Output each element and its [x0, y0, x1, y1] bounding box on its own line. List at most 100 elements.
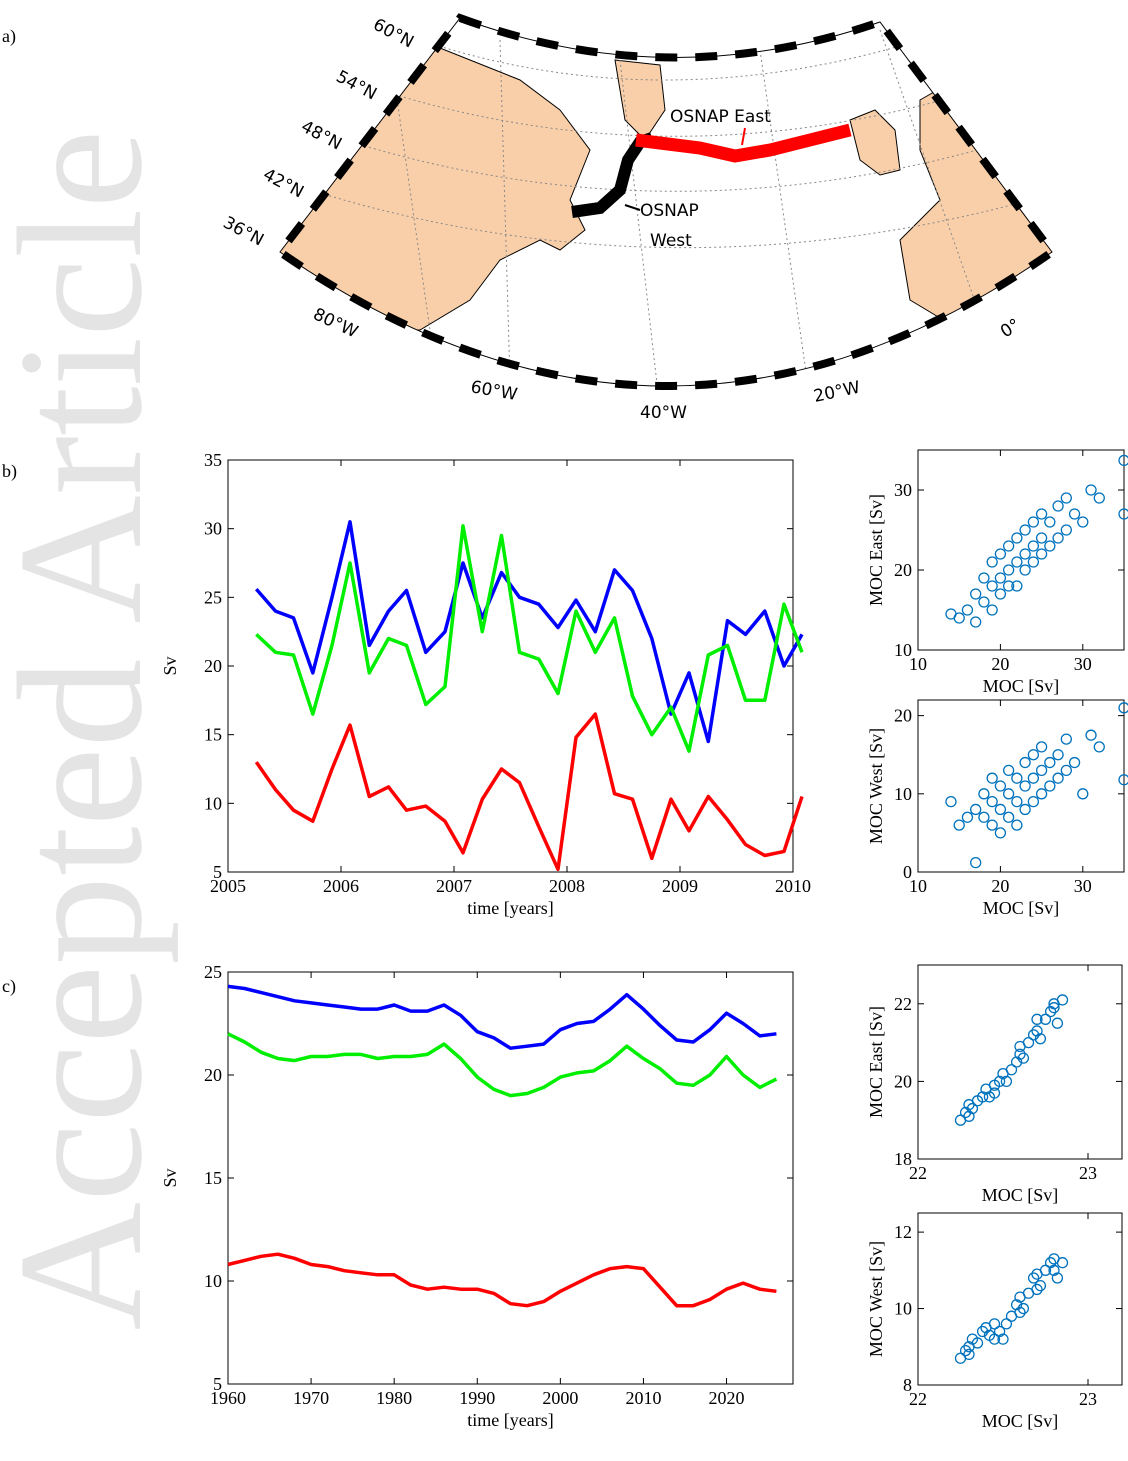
scatter-point	[986, 604, 998, 616]
scatter-point	[1039, 1013, 1052, 1025]
x-tick-label: 23	[1079, 1163, 1097, 1183]
scatter-point	[1035, 532, 1048, 544]
y-tick-label: 30	[894, 480, 912, 500]
scatter-point	[1077, 788, 1089, 800]
scatter-point	[978, 572, 990, 584]
scatter-point	[1011, 580, 1023, 592]
scatter-point	[1068, 508, 1081, 520]
y-axis-label: Sv	[160, 656, 180, 675]
scatter-point	[1031, 1283, 1043, 1296]
scatter-point	[1027, 556, 1040, 568]
y-tick-label: 35	[204, 450, 222, 470]
scatter-point	[1060, 764, 1072, 777]
scatter-point	[994, 827, 1007, 839]
y-tick-label: 10	[894, 1299, 912, 1319]
x-tick-label: 2008	[549, 876, 585, 896]
y-tick-label: 20	[894, 560, 912, 580]
plot-frame	[917, 699, 1125, 873]
x-tick-label: 2010	[625, 1388, 661, 1408]
x-tick-label: 2020	[709, 1388, 745, 1408]
x-axis-label: MOC [Sv]	[983, 898, 1060, 918]
y-axis-label: MOC East [Sv]	[866, 1006, 886, 1118]
scatter-point	[994, 548, 1007, 560]
scatter-point	[1005, 1064, 1018, 1076]
plot-frame	[227, 459, 794, 873]
x-tick-label: 2005	[210, 876, 246, 896]
x-tick-label: 2006	[323, 876, 359, 896]
y-tick-label: 10	[204, 793, 222, 813]
y-tick-label: 10	[894, 784, 912, 804]
x-tick-label: 30	[1074, 876, 1092, 896]
scatter-point	[1002, 580, 1015, 592]
scatter-point	[1027, 1272, 1040, 1284]
scatter-point	[1027, 749, 1040, 761]
y-tick-label: 25	[204, 962, 222, 982]
scatter-point	[1044, 1257, 1057, 1269]
y-tick-label: 20	[204, 1065, 222, 1085]
x-tick-label: 22	[909, 1163, 927, 1183]
line-series	[227, 1032, 778, 1098]
scatter-point	[1035, 741, 1048, 753]
scatter-point	[1035, 508, 1048, 520]
x-tick-label: 20	[991, 654, 1009, 674]
scatter-point	[1019, 564, 1031, 576]
scatter-point	[1060, 524, 1072, 536]
scatter-point	[963, 1348, 975, 1361]
panel-label: b)	[2, 461, 17, 482]
scatter-point	[945, 795, 957, 808]
lat-label: 54°N	[333, 67, 380, 105]
scatter-point	[1011, 795, 1023, 808]
scatter-point	[1044, 756, 1056, 769]
line-series	[255, 524, 804, 753]
scatter-point	[1027, 1029, 1040, 1041]
panel-label: c)	[2, 976, 16, 997]
scatter-point	[1031, 1013, 1043, 1025]
scatter-point	[1002, 540, 1015, 552]
map-label: OSNAP East	[670, 107, 771, 127]
y-axis-label: MOC East [Sv]	[866, 494, 886, 606]
scatter-point	[1000, 1075, 1013, 1088]
scatter-point	[1118, 454, 1128, 467]
osnap-east-track	[635, 123, 852, 163]
scatter-point	[1019, 803, 1031, 816]
y-axis-label: MOC West [Sv]	[866, 728, 886, 844]
scatter-point	[1093, 492, 1105, 504]
scatter-point	[1052, 500, 1064, 512]
scatter-point	[994, 588, 1007, 600]
scatter-point	[1027, 772, 1040, 784]
scatter-point	[1068, 756, 1081, 769]
lon-label: 60°W	[469, 377, 519, 405]
scatter-point	[994, 803, 1007, 816]
scatter-point	[1027, 516, 1040, 528]
line-series	[227, 1252, 777, 1308]
line-series	[254, 712, 804, 872]
scatter-point	[1011, 772, 1023, 784]
scatter-point	[1118, 774, 1128, 786]
x-axis-label: time [years]	[467, 898, 553, 918]
scatter-point	[1019, 548, 1031, 560]
scatter-point	[1051, 1017, 1064, 1029]
scatter-point	[970, 856, 982, 869]
scatter-point	[963, 1110, 975, 1122]
y-tick-label: 30	[204, 519, 222, 539]
scatter-point	[961, 811, 974, 823]
scatter-point	[1011, 819, 1023, 831]
plot-frame	[917, 449, 1125, 651]
scatter-point	[1014, 1306, 1026, 1319]
scatter-point	[978, 811, 990, 823]
x-tick-label: 20	[991, 876, 1009, 896]
y-tick-label: 25	[204, 587, 222, 607]
scatter-point	[988, 1333, 1001, 1345]
x-axis-label: MOC [Sv]	[982, 1411, 1059, 1431]
scatter-point	[945, 608, 957, 620]
x-tick-label: 1990	[459, 1388, 495, 1408]
lat-label: 48°N	[298, 117, 345, 155]
scatter-point	[1048, 998, 1060, 1010]
scatter-point	[1019, 756, 1031, 769]
scatter-point	[978, 788, 990, 800]
scatter-point	[1044, 516, 1056, 528]
scatter-point	[1077, 516, 1089, 528]
scatter-point	[970, 588, 982, 600]
plot-frame	[917, 1212, 1123, 1386]
line-series	[254, 520, 804, 744]
